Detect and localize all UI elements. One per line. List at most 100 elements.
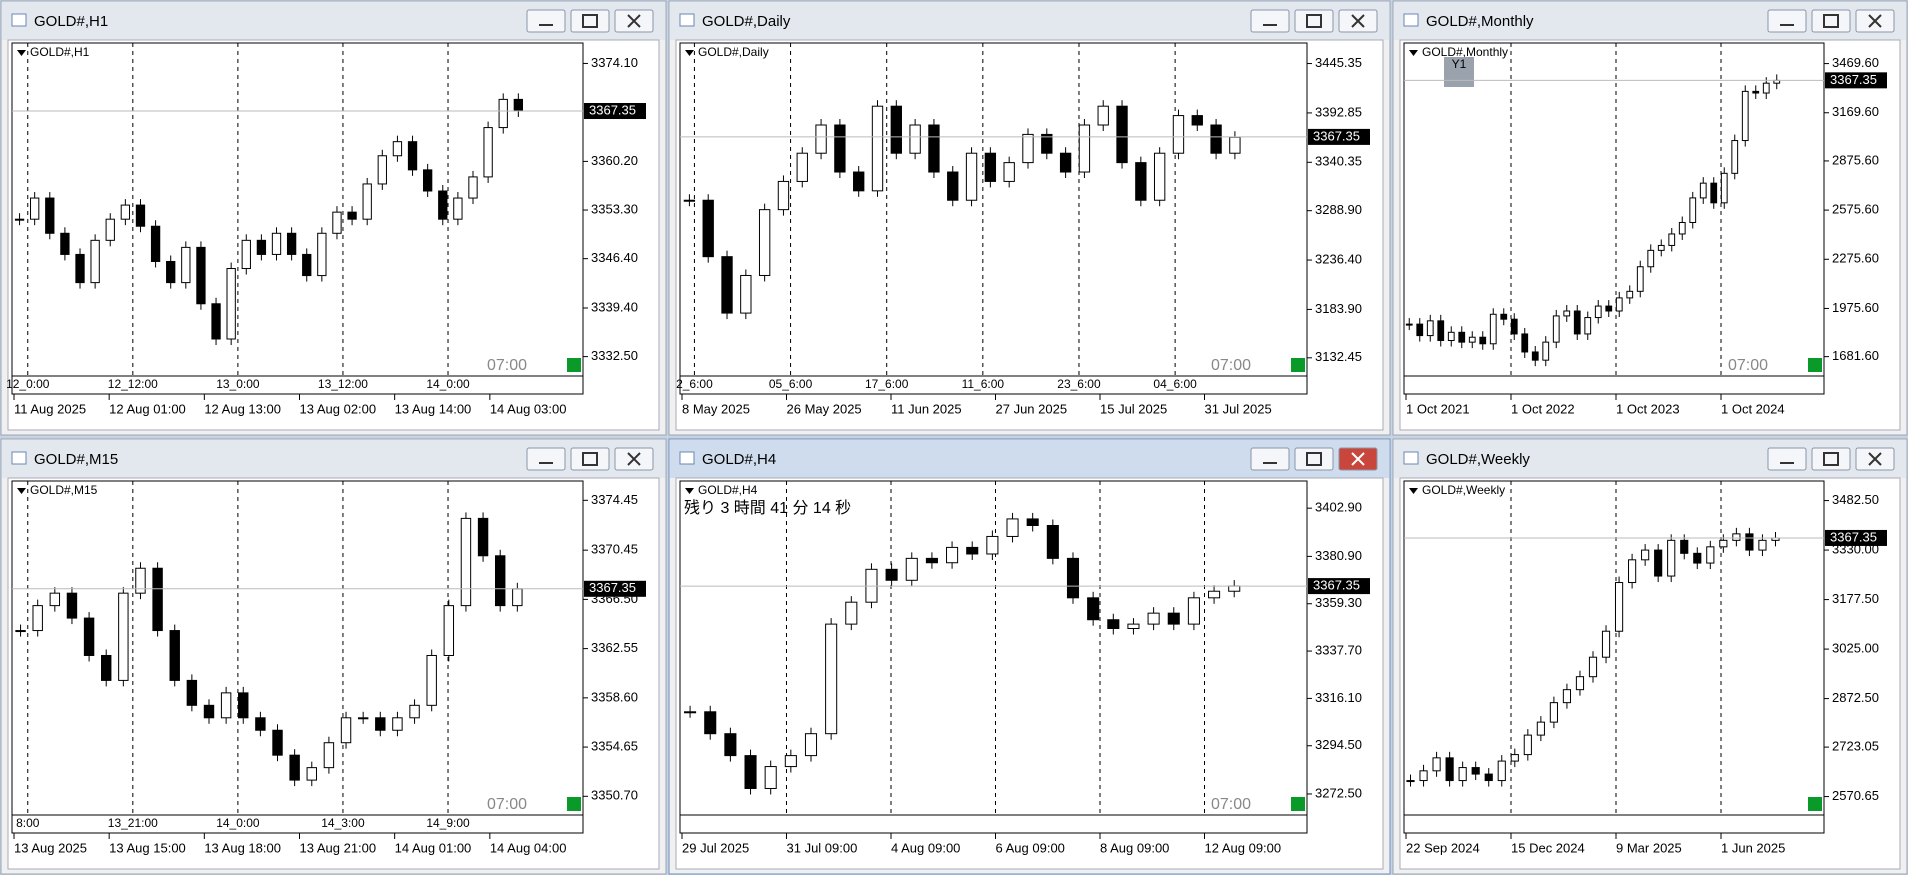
chart-area [675,39,1384,431]
window-icon [679,13,695,27]
minimize-button[interactable] [526,9,566,33]
candle [1647,249,1655,268]
candle [1654,549,1663,577]
candle [834,124,846,173]
candle [289,754,300,781]
date-label: 14 Aug 01:00 [395,840,472,855]
candle [286,232,297,255]
candle [1752,90,1760,94]
candle [1614,582,1624,632]
candle [1097,105,1109,126]
candle [66,592,78,619]
maximize-button[interactable] [570,447,610,471]
candle [1208,590,1221,599]
period-label: 14_3:00 [321,816,365,830]
candle [317,232,327,277]
maximize-button[interactable] [1294,447,1334,471]
price-label: 3337.70 [1315,643,1362,658]
close-glyph [627,452,641,466]
candle [1458,767,1467,782]
minimize-button[interactable] [1250,9,1290,33]
candle [1210,124,1222,154]
maximize-button[interactable] [570,9,610,33]
period-label: 12_0:00 [6,377,50,391]
candle [256,239,267,255]
price-label: 3316.10 [1315,690,1362,705]
candle [1641,549,1650,561]
candle [1447,331,1455,342]
date-label: 8 May 2025 [682,401,750,416]
period-label: 05_6:00 [769,377,813,391]
candle [357,717,369,720]
candle [375,717,386,731]
period-label: 13_21:00 [108,816,158,830]
minimize-button[interactable] [1250,447,1290,471]
candle [825,623,838,735]
current-price-box [1825,529,1887,546]
candle [1087,597,1100,621]
candle [1484,773,1493,782]
candle [1026,518,1039,526]
minimize-button[interactable] [1767,447,1807,471]
candle [740,274,752,314]
menu-triangle [17,50,26,56]
date-label: 8 Aug 09:00 [1100,840,1169,855]
minimize-button[interactable] [526,447,566,471]
candle [407,141,418,171]
candle [1445,757,1454,782]
maximize-glyph [582,14,598,28]
candle [1693,552,1702,564]
candle [1489,313,1497,345]
candle [1563,310,1571,317]
plot-frame [11,42,584,395]
maximize-button[interactable] [1811,447,1851,471]
date-label: 6 Aug 09:00 [996,840,1065,855]
price-label: 3469.60 [1832,55,1879,70]
candle [1628,559,1637,584]
price-label: 1681.60 [1832,348,1879,363]
price-label: 3132.45 [1315,349,1362,364]
close-glyph [1351,14,1365,28]
symbol-label: GOLD#,M15 [30,483,98,497]
candle [1426,320,1434,337]
window-icon [11,451,27,465]
maximize-button[interactable] [1294,9,1334,33]
price-label: 1975.60 [1832,300,1879,315]
chart-area [7,477,660,870]
candle [323,742,335,769]
candle [468,176,478,199]
badge-text: Y1 [1452,57,1467,71]
plot-frame [11,480,584,834]
candle [105,218,115,241]
candle [1468,336,1476,343]
candle [702,199,714,258]
candle [150,225,161,262]
status-marker [1291,797,1305,811]
candle [1636,266,1644,292]
maximize-button[interactable] [1811,9,1851,33]
date-label: 15 Jul 2025 [1100,401,1167,416]
candle [845,601,858,625]
candle [1521,333,1529,353]
candle [1668,233,1676,246]
candle [1405,323,1413,326]
date-label: 9 Mar 2025 [1616,840,1682,855]
minimize-button[interactable] [1767,9,1807,33]
date-label: 26 May 2025 [787,401,862,416]
period-label: 14_0:00 [216,816,260,830]
candle [1657,244,1665,251]
close-glyph [1351,452,1365,466]
candle [1523,734,1532,756]
current-price-box [1825,72,1887,89]
date-label: 11 Aug 2025 [14,401,86,416]
candle [1046,524,1059,559]
candle [392,717,403,731]
candle [203,704,215,719]
current-price-box [1308,578,1370,595]
candle [986,535,999,555]
price-label: 2872.50 [1832,690,1879,705]
price-label: 3359.30 [1315,595,1362,610]
candle [409,704,420,719]
candle [946,546,959,564]
